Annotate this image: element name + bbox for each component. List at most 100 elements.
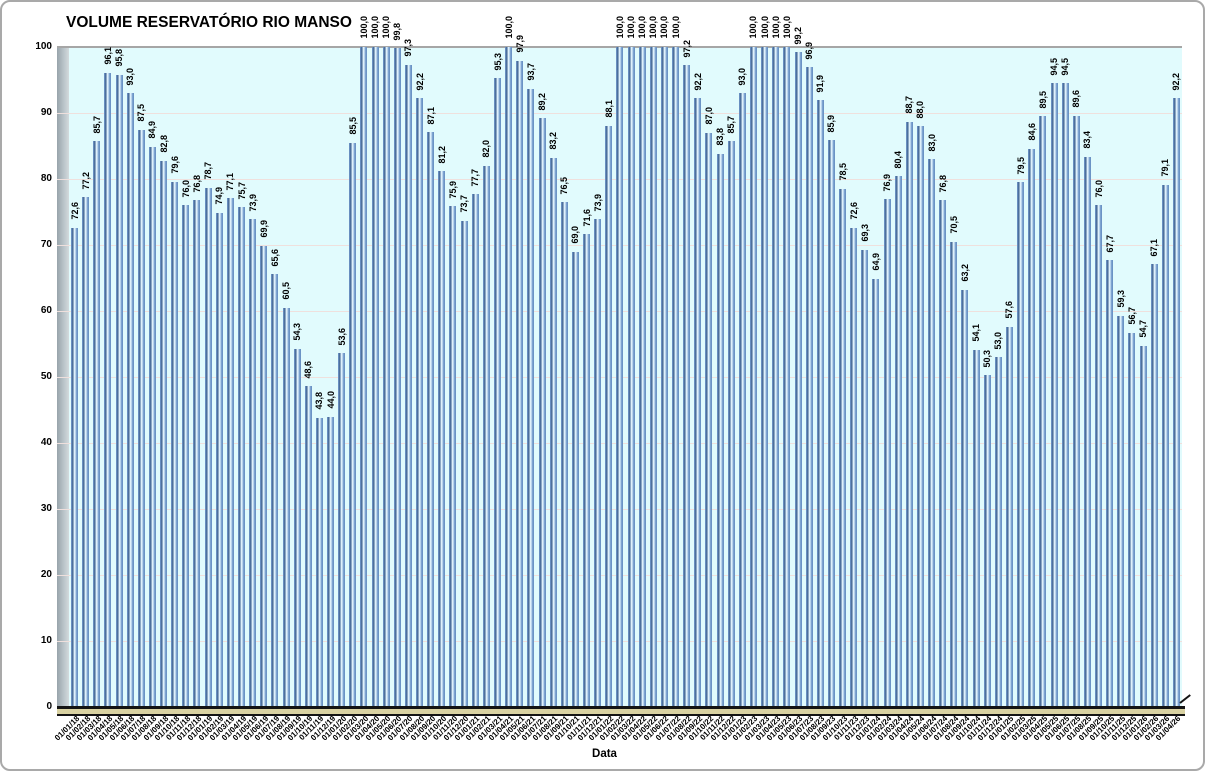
bar [193, 200, 201, 707]
bar-value-label: 88,0 [915, 100, 926, 119]
bar-value-label: 79,1 [1160, 159, 1171, 177]
bar-value-label: 94,5 [1060, 57, 1071, 76]
bar [115, 74, 123, 707]
bar-value-label: 100,0 [748, 16, 759, 39]
bar [93, 141, 101, 707]
bar [471, 194, 479, 707]
bar-value-label: 87,1 [425, 106, 436, 125]
bar-value-label: 73,9 [247, 193, 258, 212]
bar [438, 171, 446, 707]
bar-value-label: 83,4 [1082, 131, 1093, 149]
bar [148, 146, 156, 707]
bar [404, 64, 412, 707]
bar-value-label: 82,0 [481, 140, 492, 158]
bar-value-label: 64,9 [870, 253, 881, 271]
bar [716, 153, 724, 707]
bar-value-label: 71,6 [581, 208, 592, 227]
bar [360, 47, 368, 707]
bar [850, 227, 858, 707]
bar [672, 47, 680, 707]
bar [894, 176, 902, 707]
bar [583, 234, 591, 707]
bar [827, 140, 835, 707]
bar-value-label: 69,3 [859, 224, 870, 242]
bar [783, 47, 791, 707]
bar [805, 67, 813, 707]
bar [1172, 98, 1180, 707]
y-axis-tick-label: 90 [40, 107, 52, 118]
bar-value-label: 87,0 [703, 107, 714, 125]
y-axis-tick-label: 30 [40, 503, 52, 514]
bar [883, 199, 891, 707]
bar-value-label: 85,5 [347, 117, 358, 135]
y-axis-tick-label: 100 [35, 41, 52, 52]
bar [238, 207, 245, 707]
bar [705, 132, 713, 707]
bar [271, 274, 279, 707]
bar [427, 132, 435, 707]
bar-value-label: 48,6 [303, 360, 314, 379]
bar [560, 202, 568, 707]
bar-value-label: 73,9 [592, 193, 603, 212]
bar-value-label: 85,9 [826, 114, 837, 133]
bar [683, 65, 691, 707]
bar [594, 219, 602, 707]
bar [494, 78, 501, 707]
bar-value-label: 100,0 [759, 16, 770, 39]
bar [304, 386, 312, 707]
bar [983, 375, 991, 707]
bar [727, 141, 735, 707]
bar [549, 157, 557, 707]
bar [137, 129, 145, 707]
bar-value-label: 54,7 [1138, 320, 1149, 338]
bar-value-label: 65,6 [269, 248, 280, 267]
bar-value-label: 77,2 [80, 171, 91, 190]
bar-value-label: 54,3 [292, 323, 303, 341]
bar-value-label: 93,0 [125, 67, 136, 86]
bar [1139, 345, 1147, 707]
bar-value-label: 84,6 [1026, 123, 1037, 141]
bar [994, 357, 1002, 707]
bar [182, 205, 190, 707]
bar [1028, 148, 1036, 707]
y-axis-tick-label: 20 [40, 569, 52, 580]
bar [1106, 260, 1114, 707]
y-axis-tick-label: 0 [46, 701, 52, 712]
bar [327, 416, 335, 707]
bar [1095, 205, 1103, 707]
bar-value-label: 76,5 [559, 176, 570, 195]
bar-value-label: 78,7 [203, 162, 214, 180]
bar-value-label: 76,0 [1093, 179, 1104, 198]
bar [416, 98, 424, 707]
bar-value-label: 80,4 [893, 150, 904, 169]
bar-value-label: 73,7 [459, 195, 470, 213]
bar [1161, 184, 1169, 707]
chart-floor [57, 706, 1185, 716]
bar [226, 198, 234, 707]
bar [82, 197, 90, 707]
y-axis-tick-label: 40 [40, 437, 52, 448]
bar-value-label: 60,5 [281, 282, 292, 300]
bar [972, 349, 980, 707]
bar [1117, 315, 1125, 707]
bar-value-label: 97,2 [681, 39, 692, 58]
bar-value-label: 53,6 [336, 327, 347, 346]
bar-value-label: 83,2 [548, 132, 559, 150]
bar [126, 93, 134, 707]
bar [939, 200, 947, 707]
bar [371, 47, 379, 707]
bar [260, 245, 268, 707]
bar-value-label: 89,5 [1037, 90, 1048, 109]
bar-value-label: 59,3 [1115, 290, 1126, 308]
bar-value-label: 87,5 [136, 103, 147, 122]
bar [204, 187, 212, 707]
bar-value-label: 69,9 [258, 220, 269, 238]
bar-value-label: 70,5 [948, 216, 959, 234]
bar [616, 47, 624, 707]
bar-value-label: 77,1 [225, 172, 236, 191]
bar-value-label: 100,0 [659, 16, 670, 39]
y-axis-tick-label: 70 [40, 239, 52, 250]
bar [338, 353, 346, 707]
bar [1005, 326, 1013, 707]
bar-value-label: 84,9 [147, 121, 158, 139]
